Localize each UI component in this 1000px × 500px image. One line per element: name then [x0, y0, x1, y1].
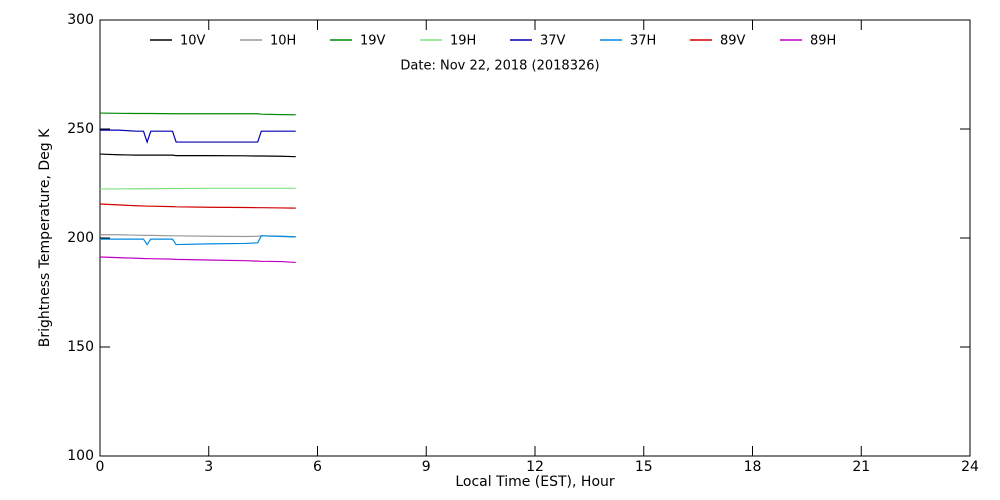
plot-frame [99, 19, 971, 457]
y-tick-label: 200 [67, 230, 94, 246]
legend-label: 19V [360, 34, 386, 49]
x-axis-title: Local Time (EST), Hour [455, 474, 615, 490]
y-tick-label: 100 [67, 448, 94, 464]
series-line [100, 235, 296, 246]
series-line [100, 129, 296, 144]
legend-label: 10V [180, 34, 206, 49]
x-tick-label: 21 [852, 459, 870, 475]
x-tick-label: 24 [961, 459, 979, 475]
series-line [99, 153, 296, 158]
series-line [99, 112, 296, 116]
x-tick-label: 3 [204, 459, 213, 475]
x-tick-label: 6 [313, 459, 322, 475]
x-tick-label: 9 [422, 459, 431, 475]
legend-label: 89H [810, 34, 836, 49]
legend-label: 89V [720, 34, 746, 49]
y-tick-label: 300 [67, 12, 94, 28]
legend-label: 19H [450, 34, 476, 49]
series-line [99, 256, 296, 264]
x-tick-label: 0 [96, 459, 105, 475]
y-axis-title: Brightness Temperature, Deg K [37, 128, 53, 347]
y-tick-label: 250 [67, 121, 94, 137]
y-tick-label: 150 [67, 339, 94, 355]
legend-label: 37H [630, 34, 656, 49]
x-tick-label: 15 [635, 459, 653, 475]
series-line [99, 203, 296, 209]
series-line [100, 187, 296, 190]
x-tick-label: 18 [744, 459, 762, 475]
legend-label: 10H [270, 34, 296, 49]
legend-label: 37V [540, 34, 566, 49]
date-annotation: Date: Nov 22, 2018 (2018326) [400, 59, 599, 74]
x-tick-label: 12 [526, 459, 544, 475]
